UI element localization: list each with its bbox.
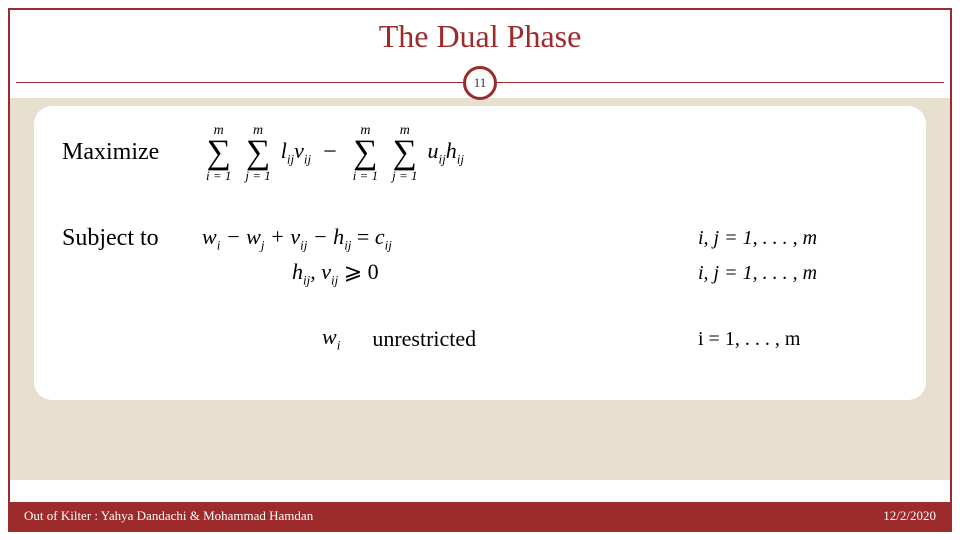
- sum-1-bot: i = 1: [206, 169, 231, 182]
- sum-3-bot: i = 1: [353, 169, 378, 182]
- page-number: 11: [474, 75, 487, 91]
- math-panel: Maximize m ∑ i = 1 m ∑ j = 1 lijvij − m …: [34, 106, 926, 400]
- sigma-icon: ∑: [353, 138, 377, 169]
- spacer: [62, 194, 898, 224]
- sum-3: m ∑ i = 1: [353, 124, 378, 182]
- sum-1: m ∑ i = 1: [206, 124, 231, 182]
- sum-2-bot: j = 1: [245, 169, 270, 182]
- var-w: w: [322, 324, 337, 349]
- constraint-row-1: Subject to wi − wj + vij − hij = cij i, …: [62, 224, 898, 253]
- var-v: v: [294, 138, 304, 163]
- sub-i: i: [337, 338, 341, 353]
- sub-ij: ij: [457, 151, 464, 166]
- sub-ij: ij: [304, 151, 311, 166]
- page-number-badge: 11: [463, 66, 497, 100]
- var-wi: wi: [322, 324, 340, 353]
- minus-sign: −: [323, 139, 337, 166]
- sum-2: m ∑ j = 1: [245, 124, 270, 182]
- constraint-row-2: hij, vij ⩾ 0 i, j = 1, . . . , m: [62, 259, 898, 288]
- objective-expression: m ∑ i = 1 m ∑ j = 1 lijvij − m ∑ i = 1 m…: [202, 124, 698, 182]
- term-uij-hij: uijhij: [427, 138, 463, 167]
- constraint-1-expr: wi − wj + vij − hij = cij: [202, 224, 698, 253]
- footer-bar: Out of Kilter : Yahya Dandachi & Mohamma…: [10, 502, 950, 530]
- footer-credits: Out of Kilter : Yahya Dandachi & Mohamma…: [24, 508, 313, 524]
- sum-4: m ∑ j = 1: [392, 124, 417, 182]
- constraint-row-3: wi unrestricted i = 1, . . . , m: [62, 324, 898, 353]
- constraint-3-expr: wi unrestricted: [202, 324, 698, 353]
- sum-4-bot: j = 1: [392, 169, 417, 182]
- footer-date: 12/2/2020: [883, 508, 936, 524]
- var-h: h: [446, 138, 457, 163]
- constraint-2-cond: i, j = 1, . . . , m: [698, 262, 898, 285]
- var-u: u: [427, 138, 438, 163]
- unrestricted-label: unrestricted: [372, 326, 476, 352]
- sigma-icon: ∑: [207, 138, 231, 169]
- spacer: [62, 300, 898, 324]
- constraint-3-cond: i = 1, . . . , m: [698, 328, 898, 351]
- sigma-icon: ∑: [393, 138, 417, 169]
- expr-hij-vij-geq-0: hij, vij ⩾ 0: [292, 259, 379, 288]
- objective-row: Maximize m ∑ i = 1 m ∑ j = 1 lijvij − m …: [62, 124, 898, 182]
- slide-title: The Dual Phase: [0, 18, 960, 55]
- term-lij-vij: lijvij: [281, 138, 311, 167]
- subject-to-label: Subject to: [62, 225, 202, 252]
- maximize-label: Maximize: [62, 139, 202, 166]
- constraint-1-cond: i, j = 1, . . . , m: [698, 227, 898, 250]
- sigma-icon: ∑: [246, 138, 270, 169]
- expr-wi-wj-vij-hij: wi − wj + vij − hij = cij: [202, 224, 392, 253]
- title-area: The Dual Phase: [0, 18, 960, 55]
- constraint-2-expr: hij, vij ⩾ 0: [202, 259, 698, 288]
- sub-ij: ij: [438, 151, 445, 166]
